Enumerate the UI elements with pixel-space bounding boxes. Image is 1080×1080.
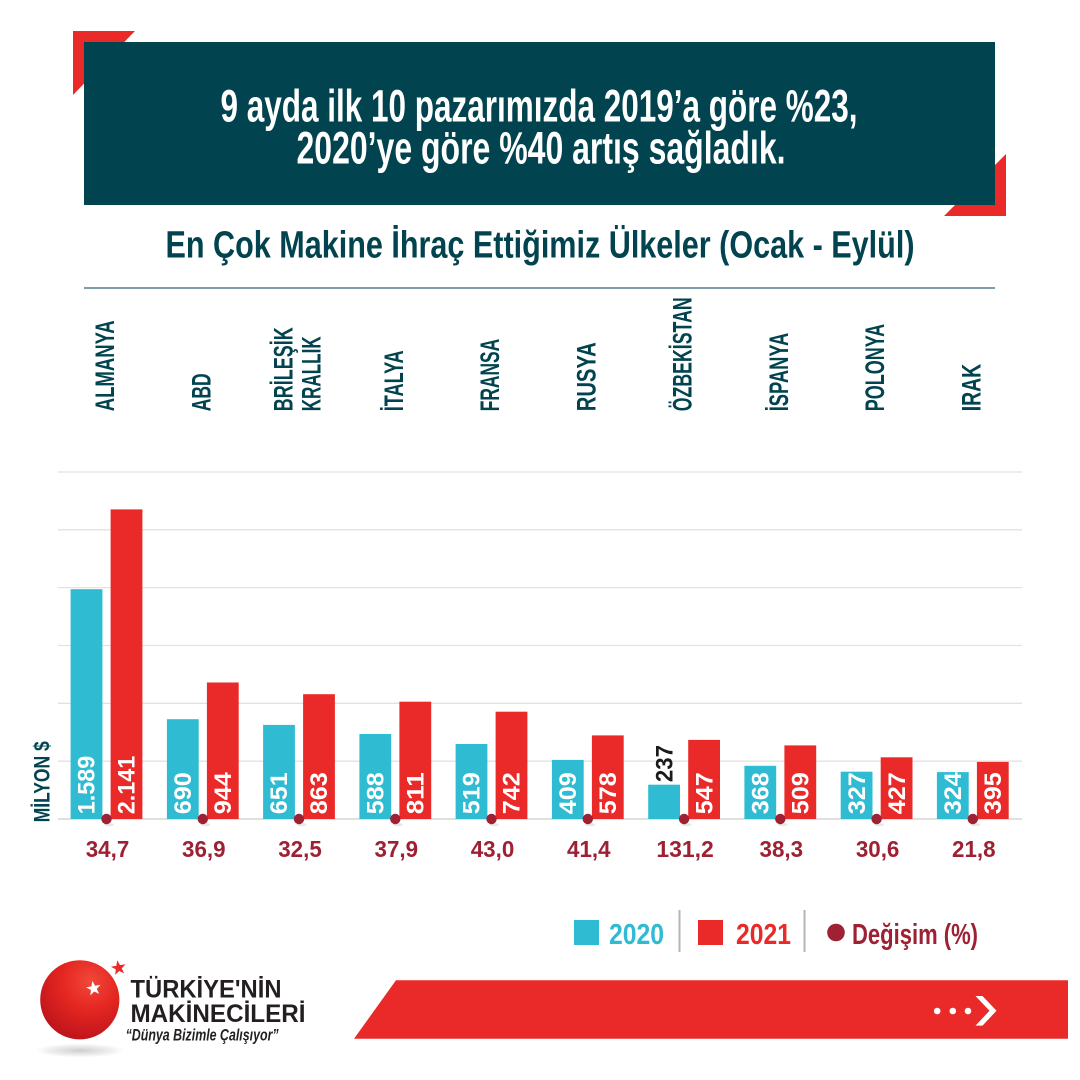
svg-text:En Çok Makine İhraç Ettiğimiz: En Çok Makine İhraç Ettiğimiz Ülkeler (O…	[166, 224, 915, 267]
svg-text:588: 588	[363, 772, 390, 814]
svg-text:“Dünya Bizimle Çalışıyor”: “Dünya Bizimle Çalışıyor”	[126, 1025, 279, 1044]
svg-text:ABD: ABD	[186, 373, 216, 411]
svg-text:944: 944	[210, 772, 237, 815]
svg-text:1.589: 1.589	[74, 756, 101, 815]
svg-text:368: 368	[748, 772, 775, 814]
svg-text:İSPANYA: İSPANYA	[764, 333, 794, 412]
svg-text:ALMANYA: ALMANYA	[90, 320, 120, 411]
svg-text:FRANSA: FRANSA	[475, 339, 505, 412]
svg-text:43,0: 43,0	[471, 836, 515, 862]
svg-text:547: 547	[691, 772, 718, 814]
svg-text:KRALLIK: KRALLIK	[297, 336, 327, 411]
svg-text:9 ayda ilk 10 pazarımızda 2019: 9 ayda ilk 10 pazarımızda 2019’a göre %2…	[221, 80, 858, 131]
svg-text:651: 651	[266, 772, 293, 814]
svg-text:2020: 2020	[609, 919, 664, 951]
svg-text:MAKİNECİLERİ: MAKİNECİLERİ	[131, 1000, 306, 1028]
svg-text:409: 409	[555, 772, 582, 814]
svg-text:MİLYON $: MİLYON $	[30, 741, 55, 822]
svg-text:863: 863	[306, 772, 333, 814]
svg-text:2.141: 2.141	[114, 756, 141, 815]
svg-text:578: 578	[595, 772, 622, 814]
svg-text:TÜRKİYE'NİN: TÜRKİYE'NİN	[131, 974, 282, 1003]
svg-text:30,6: 30,6	[856, 836, 900, 862]
svg-text:21,8: 21,8	[952, 836, 996, 862]
svg-text:POLONYA: POLONYA	[860, 324, 890, 411]
svg-text:32,5: 32,5	[278, 836, 322, 862]
svg-text:37,9: 37,9	[375, 836, 419, 862]
svg-text:41,4: 41,4	[567, 836, 611, 862]
svg-text:RUSYA: RUSYA	[571, 342, 601, 411]
svg-text:327: 327	[844, 772, 871, 814]
svg-text:34,7: 34,7	[86, 836, 130, 862]
svg-text:2020’ye göre %40 artış sağladı: 2020’ye göre %40 artış sağladık.	[297, 122, 786, 173]
svg-text:İTALYA: İTALYA	[379, 350, 409, 411]
svg-text:395: 395	[980, 772, 1007, 814]
svg-text:36,9: 36,9	[182, 836, 226, 862]
svg-text:IRAK: IRAK	[956, 364, 986, 412]
svg-text:690: 690	[170, 772, 197, 814]
svg-text:131,2: 131,2	[656, 836, 714, 862]
svg-text:ÖZBEKİSTAN: ÖZBEKİSTAN	[668, 297, 698, 411]
svg-text:509: 509	[788, 772, 815, 814]
svg-text:811: 811	[403, 772, 430, 814]
svg-text:38,3: 38,3	[760, 836, 804, 862]
svg-text:324: 324	[940, 772, 967, 815]
svg-text:742: 742	[499, 772, 526, 814]
svg-text:2021: 2021	[736, 919, 791, 951]
svg-text:427: 427	[884, 772, 911, 814]
svg-text:Değişim (%): Değişim (%)	[852, 919, 978, 951]
svg-text:BRİLEŞİK: BRİLEŞİK	[268, 327, 298, 411]
svg-text:237: 237	[651, 745, 678, 782]
svg-text:519: 519	[459, 772, 486, 814]
